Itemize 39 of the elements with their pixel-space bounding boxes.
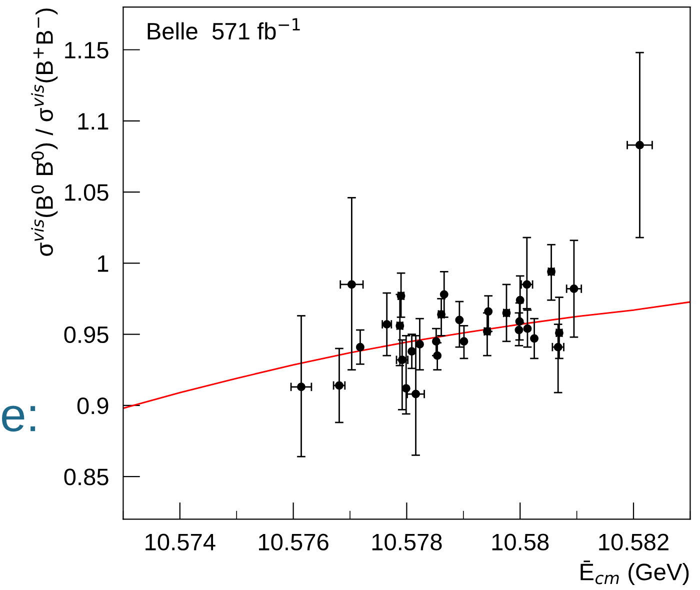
line-series <box>123 301 690 410</box>
point <box>398 356 406 364</box>
point <box>460 337 468 346</box>
y-tick-label: 1.05 <box>65 184 108 201</box>
x-tick-label: 10.574 <box>146 534 216 550</box>
y-tick-label: 1.1 <box>78 113 108 130</box>
point <box>297 382 306 392</box>
point <box>412 390 420 398</box>
point <box>402 384 410 393</box>
y-tick-label: 0.95 <box>64 326 108 344</box>
point <box>514 326 524 334</box>
x-axis-title: Ē$_{cm}$ (GeV) <box>580 560 689 586</box>
x-tick-label: 10.576 <box>258 534 328 550</box>
annotation: Belle 571 fb$^{−1}$ <box>148 18 300 40</box>
y-tick-label: 0.9 <box>77 397 108 414</box>
y-tick-label: 1.15 <box>65 42 108 59</box>
x-tick-label: 10.582 <box>599 534 668 550</box>
point <box>455 316 464 324</box>
point <box>530 334 539 343</box>
point <box>347 280 356 289</box>
point <box>523 324 532 333</box>
point <box>416 340 424 348</box>
text: σ$^{vis}$(B$^{0}$ B̄$^{0}$) / σ$^{vis}$(B$^{+}$B$^{−}$) <box>31 8 58 256</box>
y-tick-label: 0.85 <box>64 468 108 486</box>
point <box>334 381 344 390</box>
point <box>433 351 442 360</box>
point <box>484 307 493 316</box>
point <box>636 140 644 150</box>
point <box>356 342 364 352</box>
x-tick-label: 10.58 <box>492 534 549 550</box>
point <box>440 290 448 299</box>
x-tick-label: 10.578 <box>372 534 442 550</box>
point <box>570 284 578 293</box>
point <box>516 296 524 304</box>
point <box>432 337 440 346</box>
text: e: <box>2 406 36 432</box>
point <box>515 317 524 326</box>
y-tick-label: 1 <box>98 255 108 272</box>
point <box>408 347 416 356</box>
